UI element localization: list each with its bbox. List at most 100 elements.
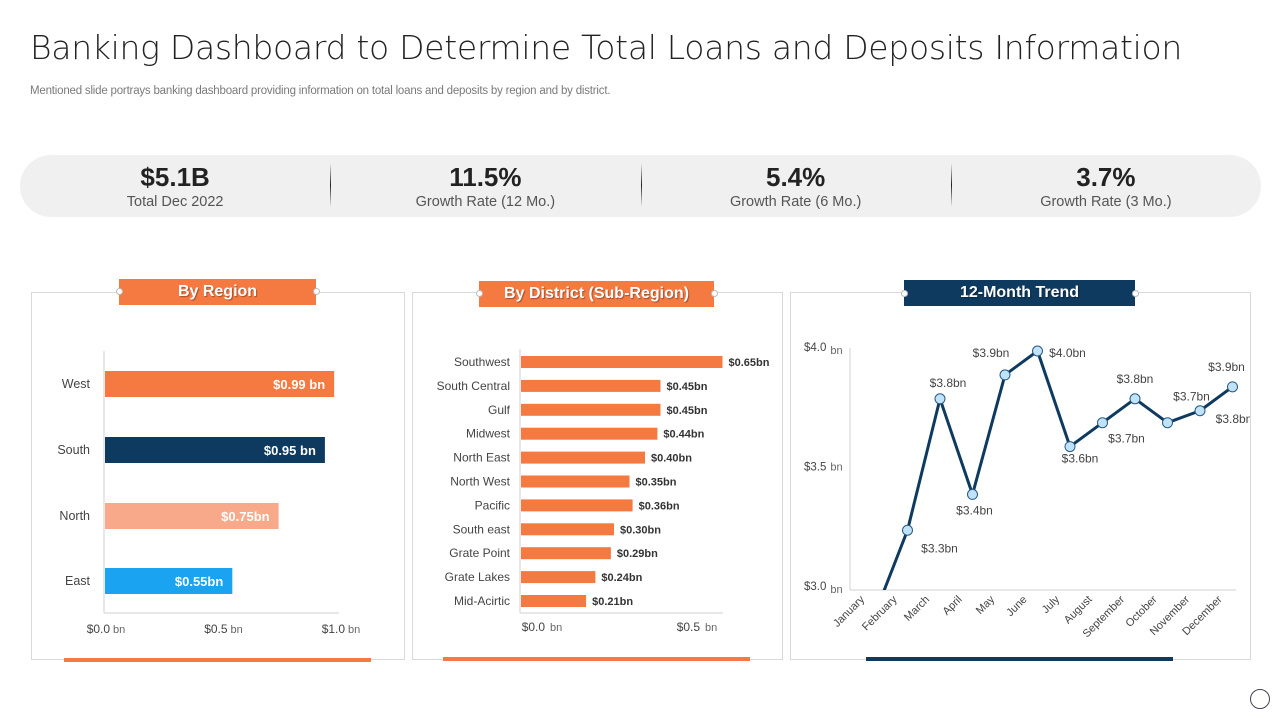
point-label: $3.8bn	[930, 376, 967, 390]
kpi-growth-12mo: 11.5% Growth Rate (12 Mo.)	[330, 155, 640, 217]
header-connector-dot	[1132, 290, 1139, 297]
header-connector-dot	[116, 288, 123, 295]
category-label: Pacific	[475, 498, 510, 512]
x-tick-label: $0.0 bn	[522, 620, 563, 634]
x-tick-label: March	[902, 594, 932, 624]
x-tick-label: July	[1040, 593, 1063, 616]
x-tick-label: April	[941, 594, 965, 618]
kpi-label: Growth Rate (6 Mo.)	[729, 194, 862, 210]
point-label: $3.4bn	[956, 503, 993, 517]
data-label: $0.44bn	[663, 429, 704, 441]
category-label: North East	[453, 451, 510, 465]
bar	[521, 427, 658, 440]
data-point-marker	[1194, 405, 1206, 417]
data-point-marker	[902, 524, 913, 536]
page-subtitle: Mentioned slide portrays banking dashboa…	[30, 85, 611, 97]
bar	[521, 403, 661, 416]
slide-nav-circle-icon[interactable]	[1250, 689, 1270, 709]
y-tick-label: $3.5 bn	[804, 462, 843, 474]
category-label: South Central	[437, 379, 510, 393]
region-bar-chart: West $0.99 bn South $0.95 bn North $0.75bn Eas…	[57, 351, 361, 636]
category-label: Midwest	[466, 427, 511, 441]
kpi-growth-3mo: 3.7% Growth Rate (3 Mo.)	[950, 155, 1261, 217]
district-bar-chart: Southwest $0.65bn South Central $0.45bn Gulf…	[437, 349, 770, 634]
category-label: Southwest	[454, 355, 511, 369]
point-label: $3.8bn	[1117, 372, 1154, 386]
data-point-marker	[999, 369, 1011, 381]
data-label: $0.35bn	[636, 477, 677, 489]
data-label: $0.24bn	[601, 572, 642, 584]
kpi-total: $5.1B Total Dec 2022	[20, 155, 330, 217]
trend-panel: $4.0 bn $3.5 bn $3.0 bn $3.3bn $3.8bn $3.4bn $3.9…	[790, 292, 1251, 660]
bar	[521, 595, 587, 607]
kpi-growth-6mo: 5.4% Growth Rate (6 Mo.)	[640, 155, 951, 217]
category-label: Grate Lakes	[445, 570, 510, 584]
point-label: $3.7bn	[1108, 432, 1145, 446]
data-label: $0.29bn	[617, 548, 658, 560]
data-point-marker	[1064, 441, 1076, 453]
category-label: Mid-Acirtic	[454, 594, 510, 608]
district-panel-underline	[443, 657, 750, 661]
region-panel-title: By Region	[177, 283, 258, 300]
data-label: $0.95 bn	[264, 443, 316, 458]
data-label: $0.65bn	[729, 357, 770, 369]
x-tick-label: May	[974, 593, 998, 617]
x-tick-label: February	[860, 593, 900, 633]
trend-panel-underline	[866, 657, 1173, 661]
point-label: $3.3bn	[921, 541, 958, 555]
header-connector-dot	[901, 290, 908, 297]
bar	[521, 356, 723, 368]
data-label: $0.99 bn	[273, 377, 325, 392]
header-connector-dot	[711, 290, 718, 297]
kpi-strip: $5.1B Total Dec 2022 11.5% Growth Rate (…	[20, 155, 1261, 217]
y-tick-label: $3.0 bn	[804, 581, 843, 596]
bar	[105, 437, 325, 463]
district-panel-title: By District (Sub-Region)	[504, 285, 689, 302]
kpi-value: $5.1B	[140, 162, 210, 192]
kpi-value: 3.7%	[1076, 162, 1136, 192]
kpi-value: 11.5%	[449, 162, 522, 192]
x-tick-label: $0.5 bn	[677, 620, 718, 634]
bar	[521, 499, 633, 512]
data-label: $0.55bn	[175, 574, 223, 589]
header-connector-dot	[476, 290, 483, 297]
point-label: $3.6bn	[1062, 452, 1099, 466]
data-label: $0.45bn	[667, 405, 708, 417]
category-label: West	[62, 377, 91, 391]
kpi-label: Total Dec 2022	[126, 194, 224, 210]
category-label: East	[65, 574, 91, 588]
data-label: $0.40bn	[651, 453, 692, 465]
data-point-marker	[1129, 393, 1141, 405]
point-label: $3.9bn	[1208, 360, 1245, 374]
district-panel: Southwest $0.65bn South Central $0.45bn Gulf…	[412, 292, 783, 660]
x-tick-label: $1.0 bn	[322, 622, 361, 636]
category-label: North West	[450, 475, 510, 489]
region-panel: West $0.99 bn South $0.95 bn North $0.75bn Eas…	[31, 292, 405, 660]
kpi-value: 5.4%	[765, 162, 826, 192]
kpi-label: Growth Rate (12 Mo.)	[415, 194, 556, 210]
data-point-marker	[1032, 345, 1043, 357]
bar	[521, 523, 614, 536]
bar	[521, 451, 645, 464]
category-label: Grate Point	[449, 546, 510, 560]
data-label: $0.30bn	[620, 524, 661, 536]
trend-panel-header: 12-Month Trend	[904, 280, 1135, 306]
bar	[521, 547, 611, 560]
x-tick-label: $0.5 bn	[204, 622, 243, 636]
page-title: Banking Dashboard to Determine Total Loa…	[30, 28, 1183, 67]
category-label: Gulf	[488, 403, 511, 417]
data-point-marker	[1162, 417, 1173, 429]
bar	[105, 371, 335, 397]
data-point-marker	[1227, 381, 1238, 393]
data-label: $0.75bn	[221, 509, 269, 524]
header-connector-dot	[313, 288, 320, 295]
bar	[521, 571, 596, 584]
bar	[521, 475, 630, 488]
trend-line-chart: $4.0 bn $3.5 bn $3.0 bn $3.3bn $3.8bn $3.4bn $3.9…	[804, 342, 1250, 640]
kpi-label: Growth Rate (3 Mo.)	[1040, 194, 1172, 210]
trend-panel-title: 12-Month Trend	[959, 284, 1080, 301]
bar	[521, 379, 661, 392]
y-tick-label: $4.0 bn	[804, 342, 843, 357]
x-tick-label: $0.0 bn	[87, 622, 126, 636]
category-label: South east	[453, 522, 511, 536]
